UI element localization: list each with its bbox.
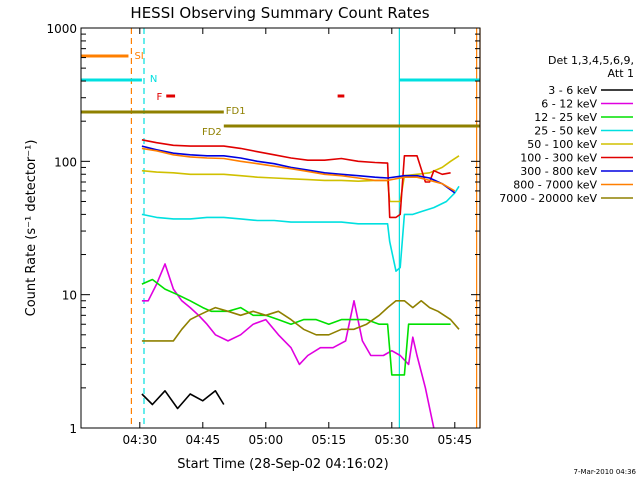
series-line — [141, 185, 460, 272]
x-tick-label: 05:15 — [312, 433, 347, 447]
legend-label: 7000 - 20000 keV — [499, 192, 597, 205]
legend-label: 6 - 12 keV — [541, 98, 597, 111]
series-line — [141, 390, 225, 410]
y-tick-label: 1 — [69, 422, 77, 436]
series-line — [141, 300, 460, 342]
flag-label: SI — [134, 51, 143, 62]
flag-label: F — [156, 92, 162, 103]
x-tick-label: 05:30 — [375, 433, 410, 447]
legend-label: 3 - 6 keV — [548, 84, 597, 97]
legend-label: 25 - 50 keV — [534, 125, 597, 138]
legend-label: 300 - 800 keV — [520, 165, 597, 178]
flag-label: FD1 — [226, 106, 246, 117]
legend-title-line-2: Att 1 — [608, 67, 634, 80]
series-line — [141, 145, 456, 194]
axis-ticks: 04:30 04:45 05:00 05:15 05:30 05:45 1 10 100 1000 — [46, 22, 480, 447]
chart-title: HESSI Observing Summary Count Rates — [130, 4, 429, 22]
x-tick-label: 04:45 — [186, 433, 221, 447]
y-tick-label: 100 — [54, 155, 77, 169]
series-line — [141, 263, 435, 429]
plot-frame — [80, 27, 481, 429]
x-tick-label: 05:45 — [438, 433, 473, 447]
series-line — [141, 147, 456, 192]
legend-label: 800 - 7000 keV — [513, 179, 597, 192]
y-tick-label: 10 — [62, 289, 77, 303]
legend-label: 100 - 300 keV — [520, 152, 597, 165]
y-axis-label: Count Rate (s⁻¹ detector⁻¹) — [24, 140, 39, 317]
legend-title-line-1: Det 1,3,4,5,6,9, — [548, 54, 634, 67]
flag-label: N — [150, 74, 157, 85]
flag-label: FD2 — [202, 127, 222, 138]
flag-labels: SI NF FD1 FD2 — [134, 51, 245, 138]
footer-date: 7-Mar-2010 04:36 — [574, 468, 637, 476]
x-tick-label: 04:30 — [123, 433, 158, 447]
legend-label: 12 - 25 keV — [534, 111, 597, 124]
x-tick-label: 05:00 — [249, 433, 284, 447]
y-tick-label: 1000 — [46, 22, 77, 36]
legend-label: 50 - 100 keV — [527, 138, 597, 151]
series-line — [141, 155, 460, 203]
x-axis-label: Start Time (28-Sep-02 04:16:02) — [177, 457, 388, 472]
plot-marks — [81, 28, 481, 429]
series-line — [141, 278, 451, 376]
